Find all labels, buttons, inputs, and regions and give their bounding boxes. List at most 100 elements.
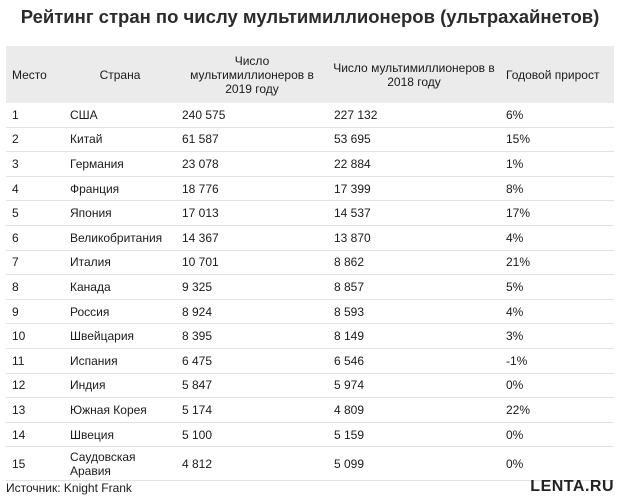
table-row: 11 Испания 6 475 6 546 -1% [6,348,614,374]
cell-growth: 0% [500,422,614,448]
cell-country: Швеция [64,422,176,448]
cell-count-2019: 10 701 [176,250,328,276]
table-row: 1 США 240 575 227 132 6% [6,103,614,128]
cell-place: 13 [6,397,64,423]
cell-count-2019: 18 776 [176,176,328,202]
cell-country: Индия [64,373,176,399]
cell-count-2019: 4 812 [176,446,328,482]
cell-growth: 1% [500,151,614,177]
header-country: Страна [64,46,176,103]
table-row: 8 Канада 9 325 8 857 5% [6,274,614,300]
table-row: 3 Германия 23 078 22 884 1% [6,151,614,177]
cell-place: 12 [6,373,64,399]
table-row: 13 Южная Корея 5 174 4 809 22% [6,397,614,423]
cell-count-2018: 8 593 [328,299,500,325]
cell-count-2018: 5 159 [328,422,500,448]
table-row: 12 Индия 5 847 5 974 0% [6,373,614,399]
cell-place: 15 [6,446,64,482]
table-header: Место Страна Число мультимиллионеров в 2… [6,46,614,103]
cell-place: 5 [6,200,64,226]
cell-growth: 3% [500,323,614,349]
cell-country: США [64,103,176,128]
source-note: Источник: Knight Frank [6,481,132,495]
rating-table: Место Страна Число мультимиллионеров в 2… [6,46,614,482]
cell-country: Италия [64,250,176,276]
cell-country: Великобритания [64,225,176,251]
cell-count-2019: 8 924 [176,299,328,325]
cell-count-2019: 5 100 [176,422,328,448]
cell-growth: 8% [500,176,614,202]
cell-country: Южная Корея [64,397,176,423]
cell-count-2019: 6 475 [176,348,328,374]
cell-growth: 6% [500,103,614,128]
cell-growth: 5% [500,274,614,300]
cell-count-2019: 17 013 [176,200,328,226]
cell-count-2018: 22 884 [328,151,500,177]
cell-count-2018: 8 862 [328,250,500,276]
cell-place: 11 [6,348,64,374]
cell-growth: 4% [500,299,614,325]
cell-growth: 0% [500,446,614,482]
cell-count-2019: 23 078 [176,151,328,177]
table-row: 14 Швеция 5 100 5 159 0% [6,422,614,448]
cell-country: Китай [64,127,176,153]
cell-growth: 22% [500,397,614,423]
cell-count-2019: 8 395 [176,323,328,349]
table-row: 6 Великобритания 14 367 13 870 4% [6,225,614,251]
table-row: 2 Китай 61 587 53 695 15% [6,127,614,153]
cell-count-2019: 240 575 [176,103,328,128]
header-place: Место [6,46,64,103]
cell-country: Германия [64,151,176,177]
lenta-logo: LENTA.RU [530,478,614,495]
header-growth: Годовой прирост [500,46,614,103]
table-row: 7 Италия 10 701 8 862 21% [6,250,614,276]
header-row: Место Страна Число мультимиллионеров в 2… [6,46,614,103]
cell-country: Япония [64,200,176,226]
cell-count-2018: 53 695 [328,127,500,153]
cell-country: Швейцария [64,323,176,349]
header-count-2019: Число мультимиллионеров в 2019 году [176,46,328,103]
cell-growth: 17% [500,200,614,226]
table-row: 10 Швейцария 8 395 8 149 3% [6,323,614,349]
cell-place: 1 [6,103,64,128]
cell-place: 10 [6,323,64,349]
cell-place: 2 [6,127,64,153]
cell-count-2018: 8 857 [328,274,500,300]
cell-growth: -1% [500,348,614,374]
cell-country: Франция [64,176,176,202]
cell-count-2018: 4 809 [328,397,500,423]
cell-count-2019: 61 587 [176,127,328,153]
table-row: 4 Франция 18 776 17 399 8% [6,176,614,202]
cell-country: Россия [64,299,176,325]
cell-place: 9 [6,299,64,325]
cell-count-2018: 6 546 [328,348,500,374]
cell-place: 7 [6,250,64,276]
cell-place: 4 [6,176,64,202]
chart-title: Рейтинг стран по числу мультимиллионеров… [20,6,600,27]
cell-place: 14 [6,422,64,448]
table-row: 9 Россия 8 924 8 593 4% [6,299,614,325]
cell-place: 6 [6,225,64,251]
cell-count-2018: 5 974 [328,373,500,399]
cell-count-2019: 5 847 [176,373,328,399]
cell-growth: 4% [500,225,614,251]
cell-count-2019: 5 174 [176,397,328,423]
header-count-2018: Число мультимиллионеров в 2018 году [328,46,500,103]
cell-count-2018: 17 399 [328,176,500,202]
cell-place: 8 [6,274,64,300]
cell-growth: 0% [500,373,614,399]
cell-count-2018: 14 537 [328,200,500,226]
cell-count-2018: 5 099 [328,446,500,482]
cell-count-2018: 227 132 [328,103,500,128]
cell-country: Канада [64,274,176,300]
cell-country: Саудовская Аравия [64,446,176,482]
cell-country: Испания [64,348,176,374]
cell-count-2018: 13 870 [328,225,500,251]
table-row: 15 Саудовская Аравия 4 812 5 099 0% [6,446,614,482]
cell-count-2019: 14 367 [176,225,328,251]
cell-count-2019: 9 325 [176,274,328,300]
cell-growth: 21% [500,250,614,276]
table-body: 1 США 240 575 227 132 6% 2 Китай 61 587 53 695 15… [6,103,614,482]
cell-count-2018: 8 149 [328,323,500,349]
cell-place: 3 [6,151,64,177]
